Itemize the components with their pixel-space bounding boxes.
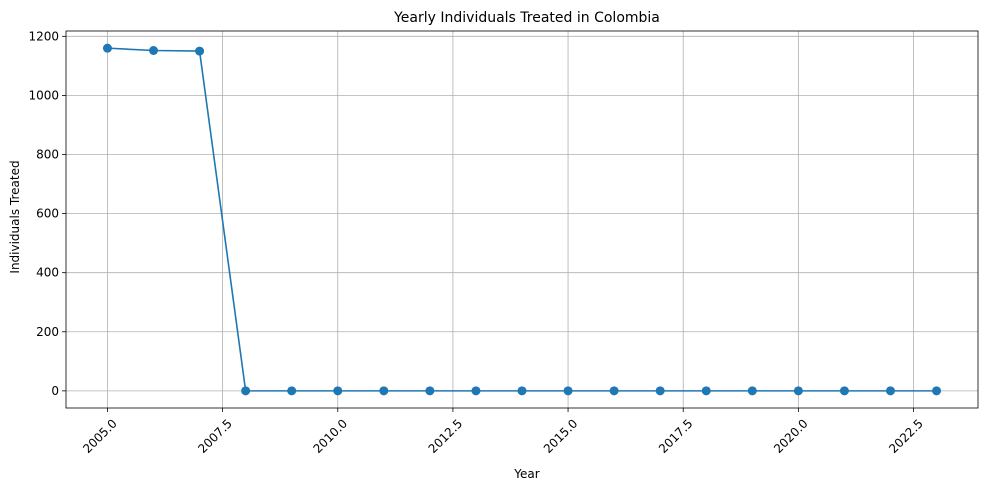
y-tick-label: 1200 [28, 29, 59, 43]
grid-lines [66, 31, 978, 408]
data-point [701, 386, 711, 396]
data-point [149, 46, 159, 55]
plot-frame [65, 30, 979, 409]
y-tick-label: 0 [51, 384, 59, 398]
data-point [932, 386, 942, 396]
data-point [655, 386, 665, 396]
data-point [333, 386, 343, 396]
data-point [793, 386, 803, 396]
data-point [471, 386, 481, 396]
y-tick-label: 400 [36, 266, 59, 280]
data-point [839, 386, 849, 396]
data-point [241, 386, 251, 396]
series-layer [102, 43, 942, 396]
data-point [379, 386, 389, 396]
x-axis-label: Year [513, 467, 539, 481]
data-point [102, 43, 112, 53]
data-point [885, 386, 895, 396]
axes [62, 30, 979, 412]
y-tick-label: 800 [36, 148, 59, 162]
data-point [747, 386, 757, 396]
y-tick-label: 200 [36, 325, 59, 339]
data-point [425, 386, 435, 396]
data-point [287, 386, 297, 396]
data-point [609, 386, 619, 396]
y-axis-label: Individuals Treated [8, 160, 22, 273]
chart-title: Yearly Individuals Treated in Colombia [393, 10, 660, 26]
y-tick-label: 600 [36, 207, 59, 221]
y-tick-label: 1000 [28, 88, 59, 102]
data-point [517, 386, 527, 396]
data-point [195, 46, 205, 56]
data-point [563, 386, 573, 396]
